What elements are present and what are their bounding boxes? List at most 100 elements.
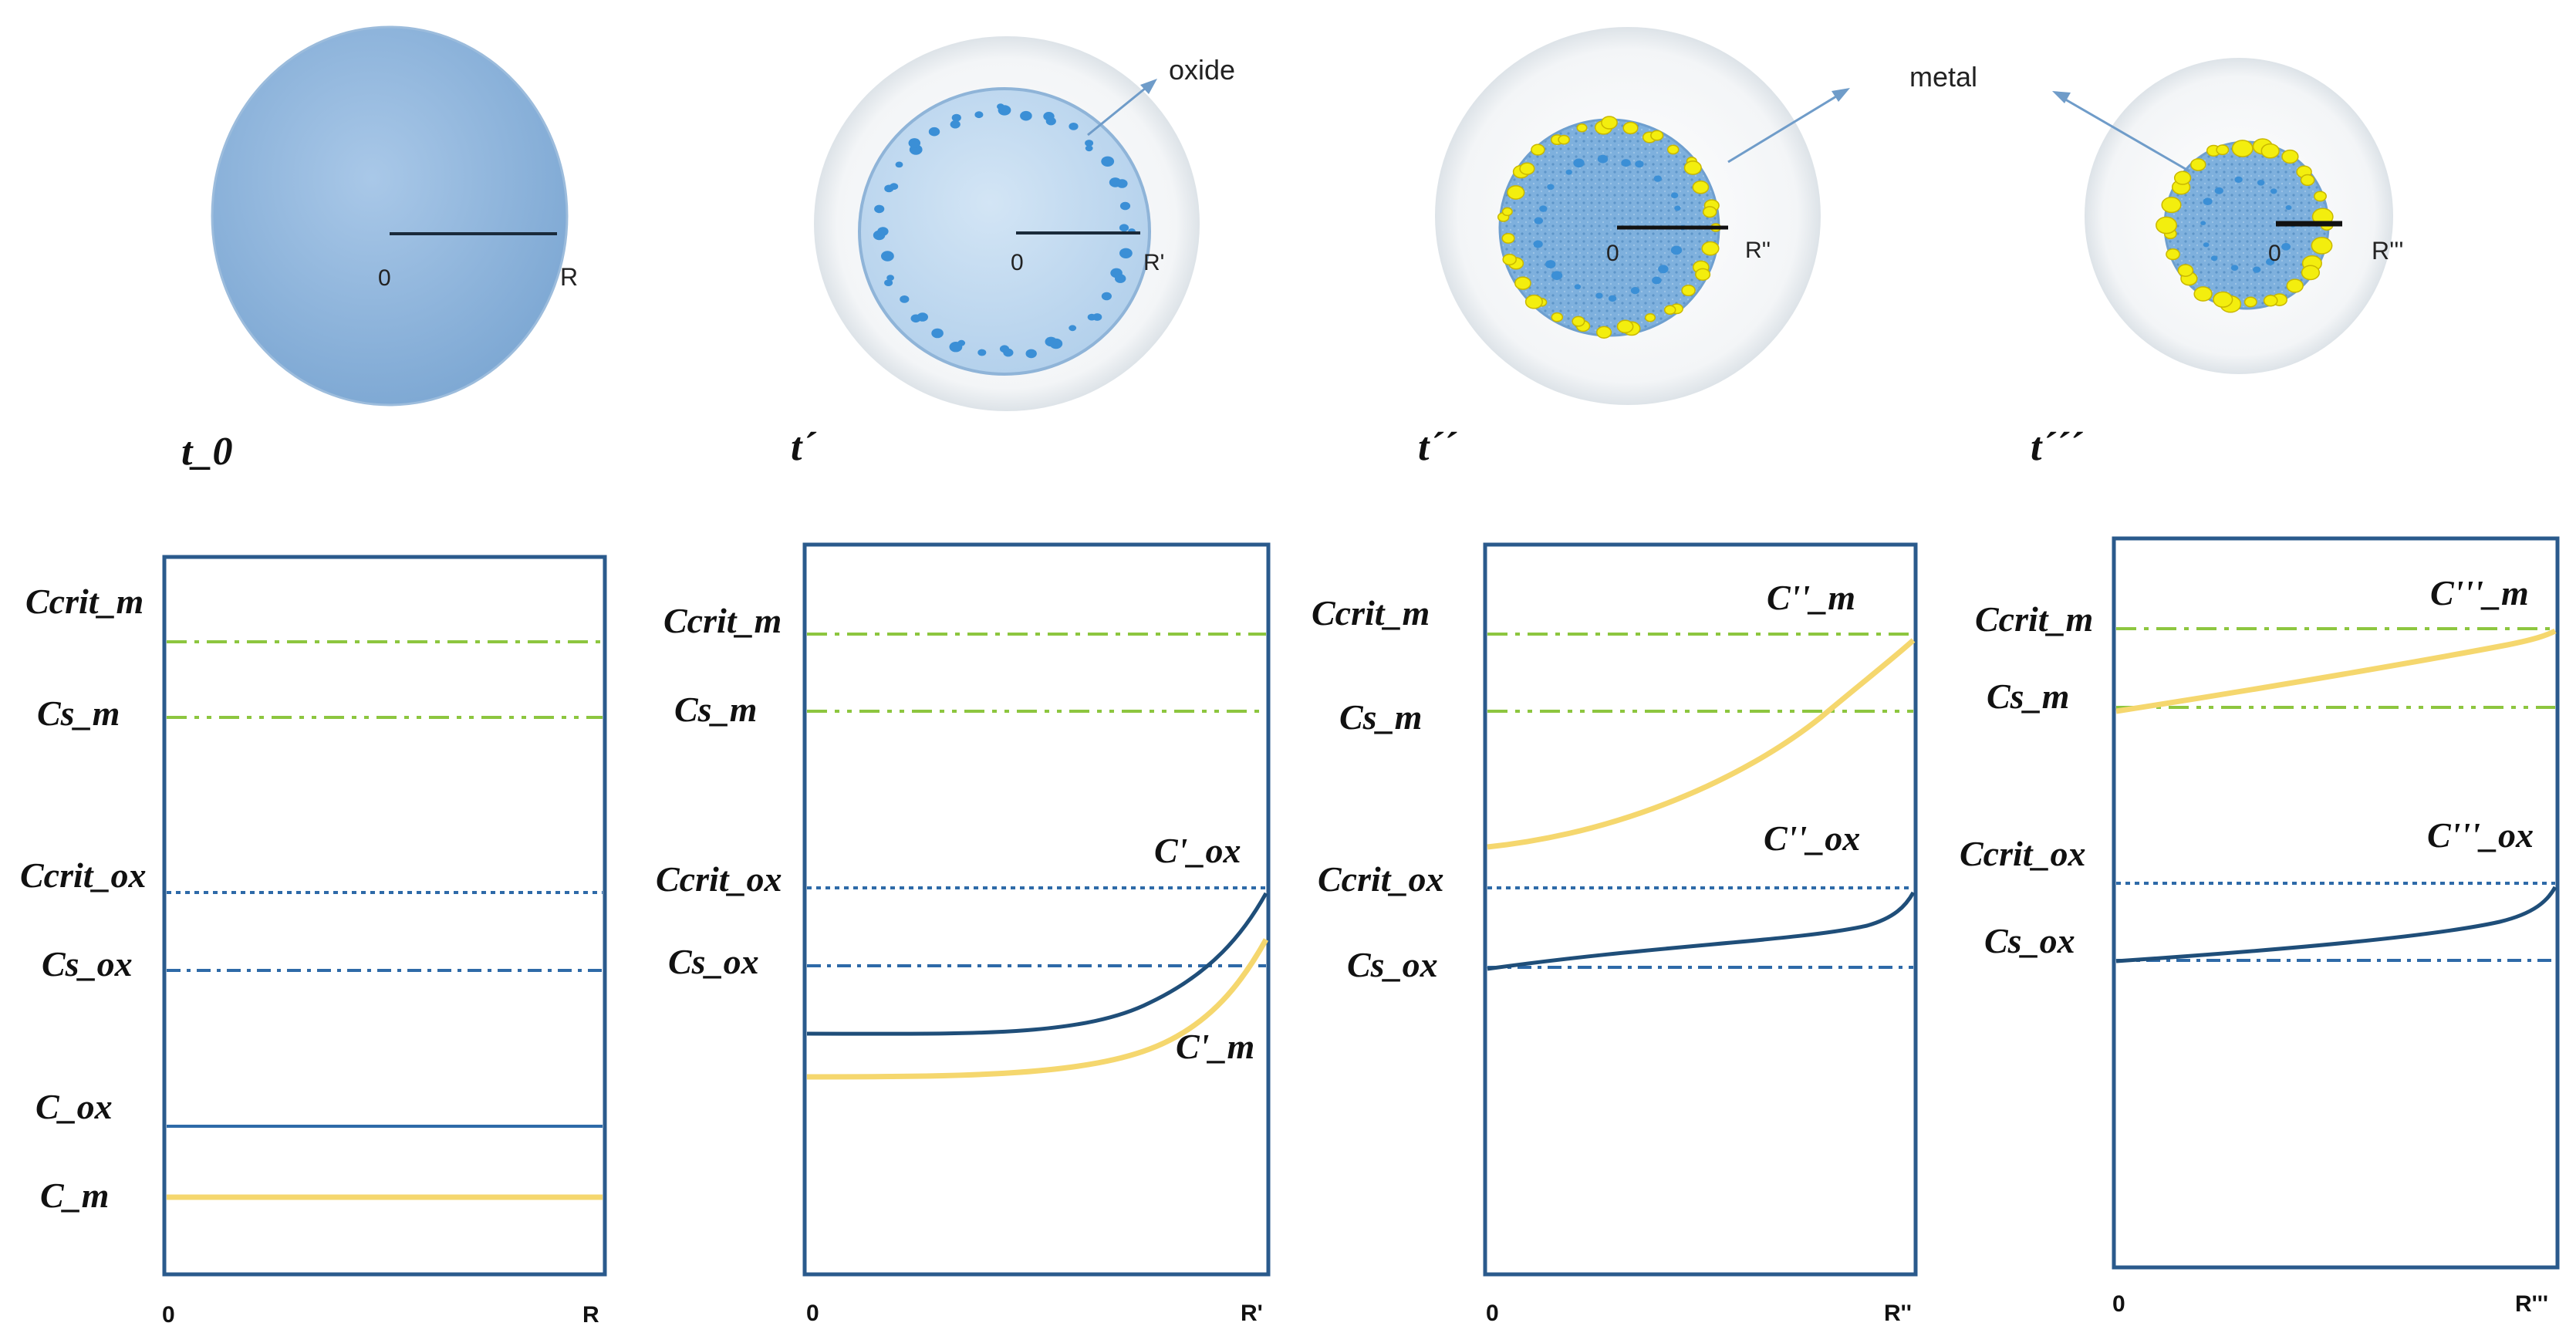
metal-droplet: [1701, 241, 1720, 256]
metal-droplet: [1616, 319, 1634, 334]
metal-droplets: [2156, 138, 2334, 313]
oxide-droplet: [1085, 145, 1093, 152]
oxide-droplet: [1085, 140, 1094, 147]
level-label: Cs_ox: [42, 944, 133, 984]
oxide-droplet: [1101, 292, 1112, 301]
curve-c-ox: [1487, 891, 1916, 971]
oxide-droplet: [1115, 274, 1126, 283]
curve-c-m: [806, 938, 1269, 1080]
metal-droplet: [2260, 143, 2280, 159]
particle-core: [858, 87, 1151, 376]
oxide-droplet: [886, 275, 894, 281]
concentration-panel-2: Ccrit_m Cs_m Ccrit_ox Cs_ox C'_ox C'_m 0…: [656, 542, 1271, 1326]
oxide-droplet: [998, 105, 1011, 116]
metal-droplet: [1663, 305, 1676, 316]
oxide-droplet: [1020, 110, 1032, 121]
curve-c-m: [1487, 638, 1916, 850]
level-label: Ccrit_ox: [656, 859, 782, 899]
curve-label: C''_m: [1767, 578, 1855, 617]
metal-droplets: [1497, 116, 1722, 339]
oxide-droplet: [931, 328, 944, 339]
x-axis-start: 0: [1486, 1301, 1499, 1326]
metal-droplet: [1502, 253, 1517, 265]
oxide-droplet: [928, 127, 940, 137]
x-axis-end: R'': [1884, 1301, 1912, 1326]
panel-frame: [2112, 536, 2560, 1270]
metal-droplet: [1514, 276, 1531, 290]
oxide-droplet: [977, 349, 987, 356]
oxide-droplet: [1119, 201, 1131, 211]
time-label: t´: [791, 425, 816, 469]
metal-droplet: [2193, 286, 2213, 302]
oxide-droplet: [900, 295, 910, 303]
oxide-droplet: [1630, 287, 1640, 295]
oxide-droplet: [1045, 116, 1056, 126]
curve-c-m: [2115, 628, 2557, 714]
radius-label: R'': [1745, 238, 1771, 263]
metal-droplet: [2286, 278, 2304, 293]
level-label: Cs_ox: [1984, 921, 2075, 960]
arrow-head: [1832, 88, 1850, 102]
oxide-droplet: [1116, 179, 1128, 188]
level-label: Cs_m: [1339, 697, 1422, 737]
metal-droplet: [1692, 180, 1710, 194]
level-label: Ccrit_m: [25, 582, 143, 621]
metal-droplet: [2263, 295, 2278, 307]
concentration-panel-4: Ccrit_m Cs_m Ccrit_ox Cs_ox C'''_m C'''_…: [1960, 536, 2560, 1317]
level-label: Ccrit_ox: [1960, 834, 2086, 873]
oxide-droplet: [1545, 260, 1556, 268]
metal-droplet: [1695, 268, 1711, 281]
callout-label: metal: [1909, 61, 1977, 93]
oxide-droplet: [950, 120, 961, 129]
metal-droplet: [1558, 134, 1570, 145]
panel-frame: [162, 555, 607, 1277]
oxide-droplet: [908, 138, 921, 148]
x-axis-start: 0: [2112, 1291, 2125, 1317]
time-label: t´´´: [2031, 425, 2083, 469]
oxide-droplet: [1597, 154, 1609, 164]
center-label: 0: [2268, 241, 2281, 266]
oxide-droplet: [895, 161, 903, 168]
oxide-droplet: [1045, 336, 1058, 347]
x-axis-start: 0: [806, 1301, 819, 1326]
radius-label: R': [1143, 250, 1164, 275]
oxide-droplet: [2230, 265, 2239, 272]
oxide-droplet: [1621, 159, 1631, 167]
time-label: t_0: [181, 430, 232, 474]
oxide-droplet: [1025, 349, 1037, 359]
oxide-droplet: [874, 204, 885, 214]
panel-frame: [1483, 542, 1918, 1277]
x-axis-end: R': [1241, 1301, 1263, 1326]
oxide-droplet: [1652, 276, 1662, 285]
oxide-droplet: [884, 279, 893, 286]
curve-label: C'''_ox: [2427, 815, 2534, 855]
oxide-droplet: [2253, 266, 2261, 273]
oxide-droplet: [2203, 242, 2210, 248]
oxide-droplet: [1635, 160, 1644, 168]
metal-droplet: [1702, 206, 1717, 218]
level-label: Cs_ox: [668, 942, 759, 981]
metal-droplet: [2243, 296, 2257, 308]
metal-droplet: [2281, 149, 2299, 164]
callout-label: oxide: [1169, 54, 1235, 86]
particle-stage-1: 0 R t_0: [181, 25, 578, 474]
radius-label: R: [560, 263, 578, 291]
center-label: 0: [1011, 250, 1024, 275]
oxide-droplet: [1551, 271, 1563, 281]
center-label: 0: [378, 265, 391, 291]
oxide-droplet: [1674, 205, 1681, 211]
oxide-droplet: [910, 314, 921, 323]
metal-droplet: [1650, 130, 1664, 141]
metal-droplet: [1683, 160, 1702, 175]
oxide-droplet: [951, 113, 961, 122]
panel-frame: [802, 542, 1271, 1277]
metal-droplet: [2301, 265, 2321, 281]
particle-stage-2: 0 R' oxide t´: [791, 36, 1235, 469]
metal-droplet: [1519, 162, 1535, 175]
level-label: Ccrit_m: [663, 601, 782, 640]
oxide-droplet: [2285, 205, 2292, 211]
curve-label: C'_m: [1176, 1027, 1254, 1066]
curve-label: C'_ox: [1154, 831, 1241, 870]
metal-droplet: [2156, 216, 2177, 235]
